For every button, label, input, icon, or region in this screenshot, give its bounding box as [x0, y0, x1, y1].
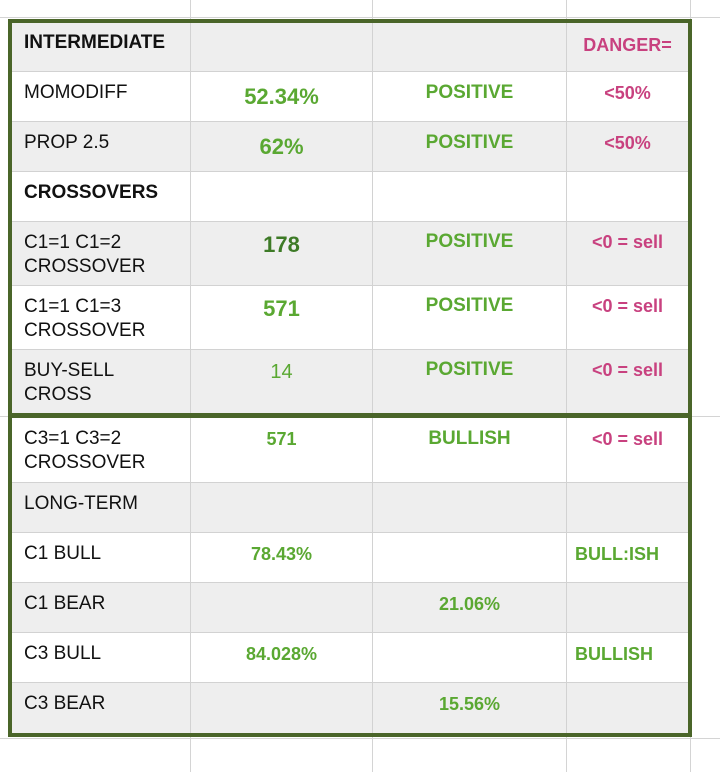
cell-text: BULLISH: [428, 428, 511, 449]
cell-text: 571: [263, 296, 300, 321]
status-cell[interactable]: 21.06%: [373, 583, 567, 633]
row-label-c3-bull[interactable]: C3 BULL: [12, 633, 191, 683]
threshold-cell[interactable]: [567, 683, 689, 734]
cell-text: BUY-SELL: [24, 360, 115, 381]
cell-text: <0 = sell: [591, 360, 664, 380]
value-cell[interactable]: 52.34%: [191, 72, 373, 122]
row-label-crossovers[interactable]: CROSSOVERS: [12, 172, 191, 222]
cell-text: CROSSOVER: [24, 256, 146, 277]
cell-text: POSITIVE: [425, 132, 514, 153]
cell-text: C3 BULL: [24, 643, 102, 664]
cell-text: <50%: [604, 83, 651, 103]
status-cell[interactable]: POSITIVE: [373, 350, 567, 415]
value-cell[interactable]: [191, 583, 373, 633]
threshold-cell[interactable]: <0 = sell: [567, 286, 689, 350]
cell-text: 21.06%: [438, 594, 501, 614]
value-cell[interactable]: [191, 683, 373, 734]
grid-line: [0, 17, 720, 18]
cell-text: 78.43%: [250, 544, 313, 564]
status-cell[interactable]: [373, 483, 567, 533]
cell-text: C1 BULL: [24, 543, 102, 564]
cell-text: DANGER=: [583, 35, 672, 55]
row-label-c1-bull[interactable]: C1 BULL: [12, 533, 191, 583]
cell-text: CROSS: [24, 384, 92, 405]
grid-line: [0, 416, 720, 417]
row-label-c3-c2[interactable]: C3=1 C3=2 CROSSOVER: [12, 418, 191, 483]
row-label-c1-bear[interactable]: C1 BEAR: [12, 583, 191, 633]
cell-text: C3=1 C3=2: [24, 428, 122, 449]
cell-text: 571: [266, 429, 297, 449]
cell-text: 52.34%: [244, 84, 319, 109]
cell-text: BULLISH: [575, 644, 653, 664]
row-label-intermediate[interactable]: INTERMEDIATE: [12, 22, 191, 72]
threshold-cell[interactable]: BULL:ISH: [567, 533, 689, 583]
cell-text: 84.028%: [245, 644, 318, 664]
status-cell[interactable]: [373, 22, 567, 72]
cell-text: POSITIVE: [425, 359, 514, 380]
status-cell[interactable]: POSITIVE: [373, 286, 567, 350]
threshold-cell[interactable]: [567, 483, 689, 533]
cell-text: 15.56%: [438, 694, 501, 714]
value-cell[interactable]: [191, 172, 373, 222]
value-cell[interactable]: [191, 22, 373, 72]
cell-text: 62%: [259, 134, 304, 159]
cell-text: 14: [270, 361, 293, 383]
cell-text: CROSSOVER: [24, 320, 146, 341]
value-cell[interactable]: 62%: [191, 122, 373, 172]
threshold-cell[interactable]: BULLISH: [567, 633, 689, 683]
threshold-cell[interactable]: <50%: [567, 122, 689, 172]
status-cell[interactable]: BULLISH: [373, 418, 567, 483]
threshold-cell[interactable]: <0 = sell: [567, 350, 689, 415]
value-cell[interactable]: 14: [191, 350, 373, 415]
row-label-buy-sell[interactable]: BUY-SELL CROSS: [12, 350, 191, 415]
cell-text: LONG-TERM: [24, 493, 138, 514]
cell-text: POSITIVE: [425, 295, 514, 316]
row-label-c1-c2[interactable]: C1=1 C1=2 CROSSOVER: [12, 222, 191, 286]
status-cell[interactable]: 15.56%: [373, 683, 567, 734]
value-cell[interactable]: 178: [191, 222, 373, 286]
value-cell[interactable]: [191, 483, 373, 533]
status-cell[interactable]: [373, 172, 567, 222]
cell-text: CROSSOVERS: [24, 182, 159, 203]
cell-text: MOMODIFF: [24, 82, 128, 103]
threshold-cell[interactable]: <50%: [567, 72, 689, 122]
row-label-c3-bear[interactable]: C3 BEAR: [12, 683, 191, 734]
cell-text: C1=1 C1=3: [24, 296, 122, 317]
cell-text: 178: [263, 232, 300, 257]
cell-text: C1=1 C1=2: [24, 232, 122, 253]
cell-text: POSITIVE: [425, 231, 514, 252]
cell-text: POSITIVE: [425, 82, 514, 103]
threshold-cell[interactable]: DANGER=: [567, 22, 689, 72]
cell-text: <0 = sell: [591, 232, 664, 252]
threshold-cell[interactable]: [567, 583, 689, 633]
grid-line: [0, 738, 720, 739]
threshold-cell[interactable]: <0 = sell: [567, 418, 689, 483]
status-cell[interactable]: POSITIVE: [373, 72, 567, 122]
row-label-prop[interactable]: PROP 2.5: [12, 122, 191, 172]
threshold-cell[interactable]: [567, 172, 689, 222]
cell-text: PROP 2.5: [24, 132, 110, 153]
cell-text: <0 = sell: [591, 296, 664, 316]
value-cell[interactable]: 571: [191, 286, 373, 350]
row-label-c1-c3[interactable]: C1=1 C1=3 CROSSOVER: [12, 286, 191, 350]
cell-text: INTERMEDIATE: [24, 32, 166, 53]
value-cell[interactable]: 571: [191, 418, 373, 483]
value-cell[interactable]: 84.028%: [191, 633, 373, 683]
cell-text: C1 BEAR: [24, 593, 106, 614]
cell-text: BULL:ISH: [575, 544, 659, 564]
grid-line: [690, 0, 691, 772]
cell-text: C3 BEAR: [24, 693, 106, 714]
row-label-momodiff[interactable]: MOMODIFF: [12, 72, 191, 122]
row-label-long-term[interactable]: LONG-TERM: [12, 483, 191, 533]
value-cell[interactable]: 78.43%: [191, 533, 373, 583]
status-cell[interactable]: POSITIVE: [373, 222, 567, 286]
status-cell[interactable]: [373, 533, 567, 583]
cell-text: <50%: [604, 133, 651, 153]
status-cell[interactable]: [373, 633, 567, 683]
cell-text: CROSSOVER: [24, 452, 146, 473]
cell-text: <0 = sell: [591, 429, 664, 449]
status-cell[interactable]: POSITIVE: [373, 122, 567, 172]
threshold-cell[interactable]: <0 = sell: [567, 222, 689, 286]
